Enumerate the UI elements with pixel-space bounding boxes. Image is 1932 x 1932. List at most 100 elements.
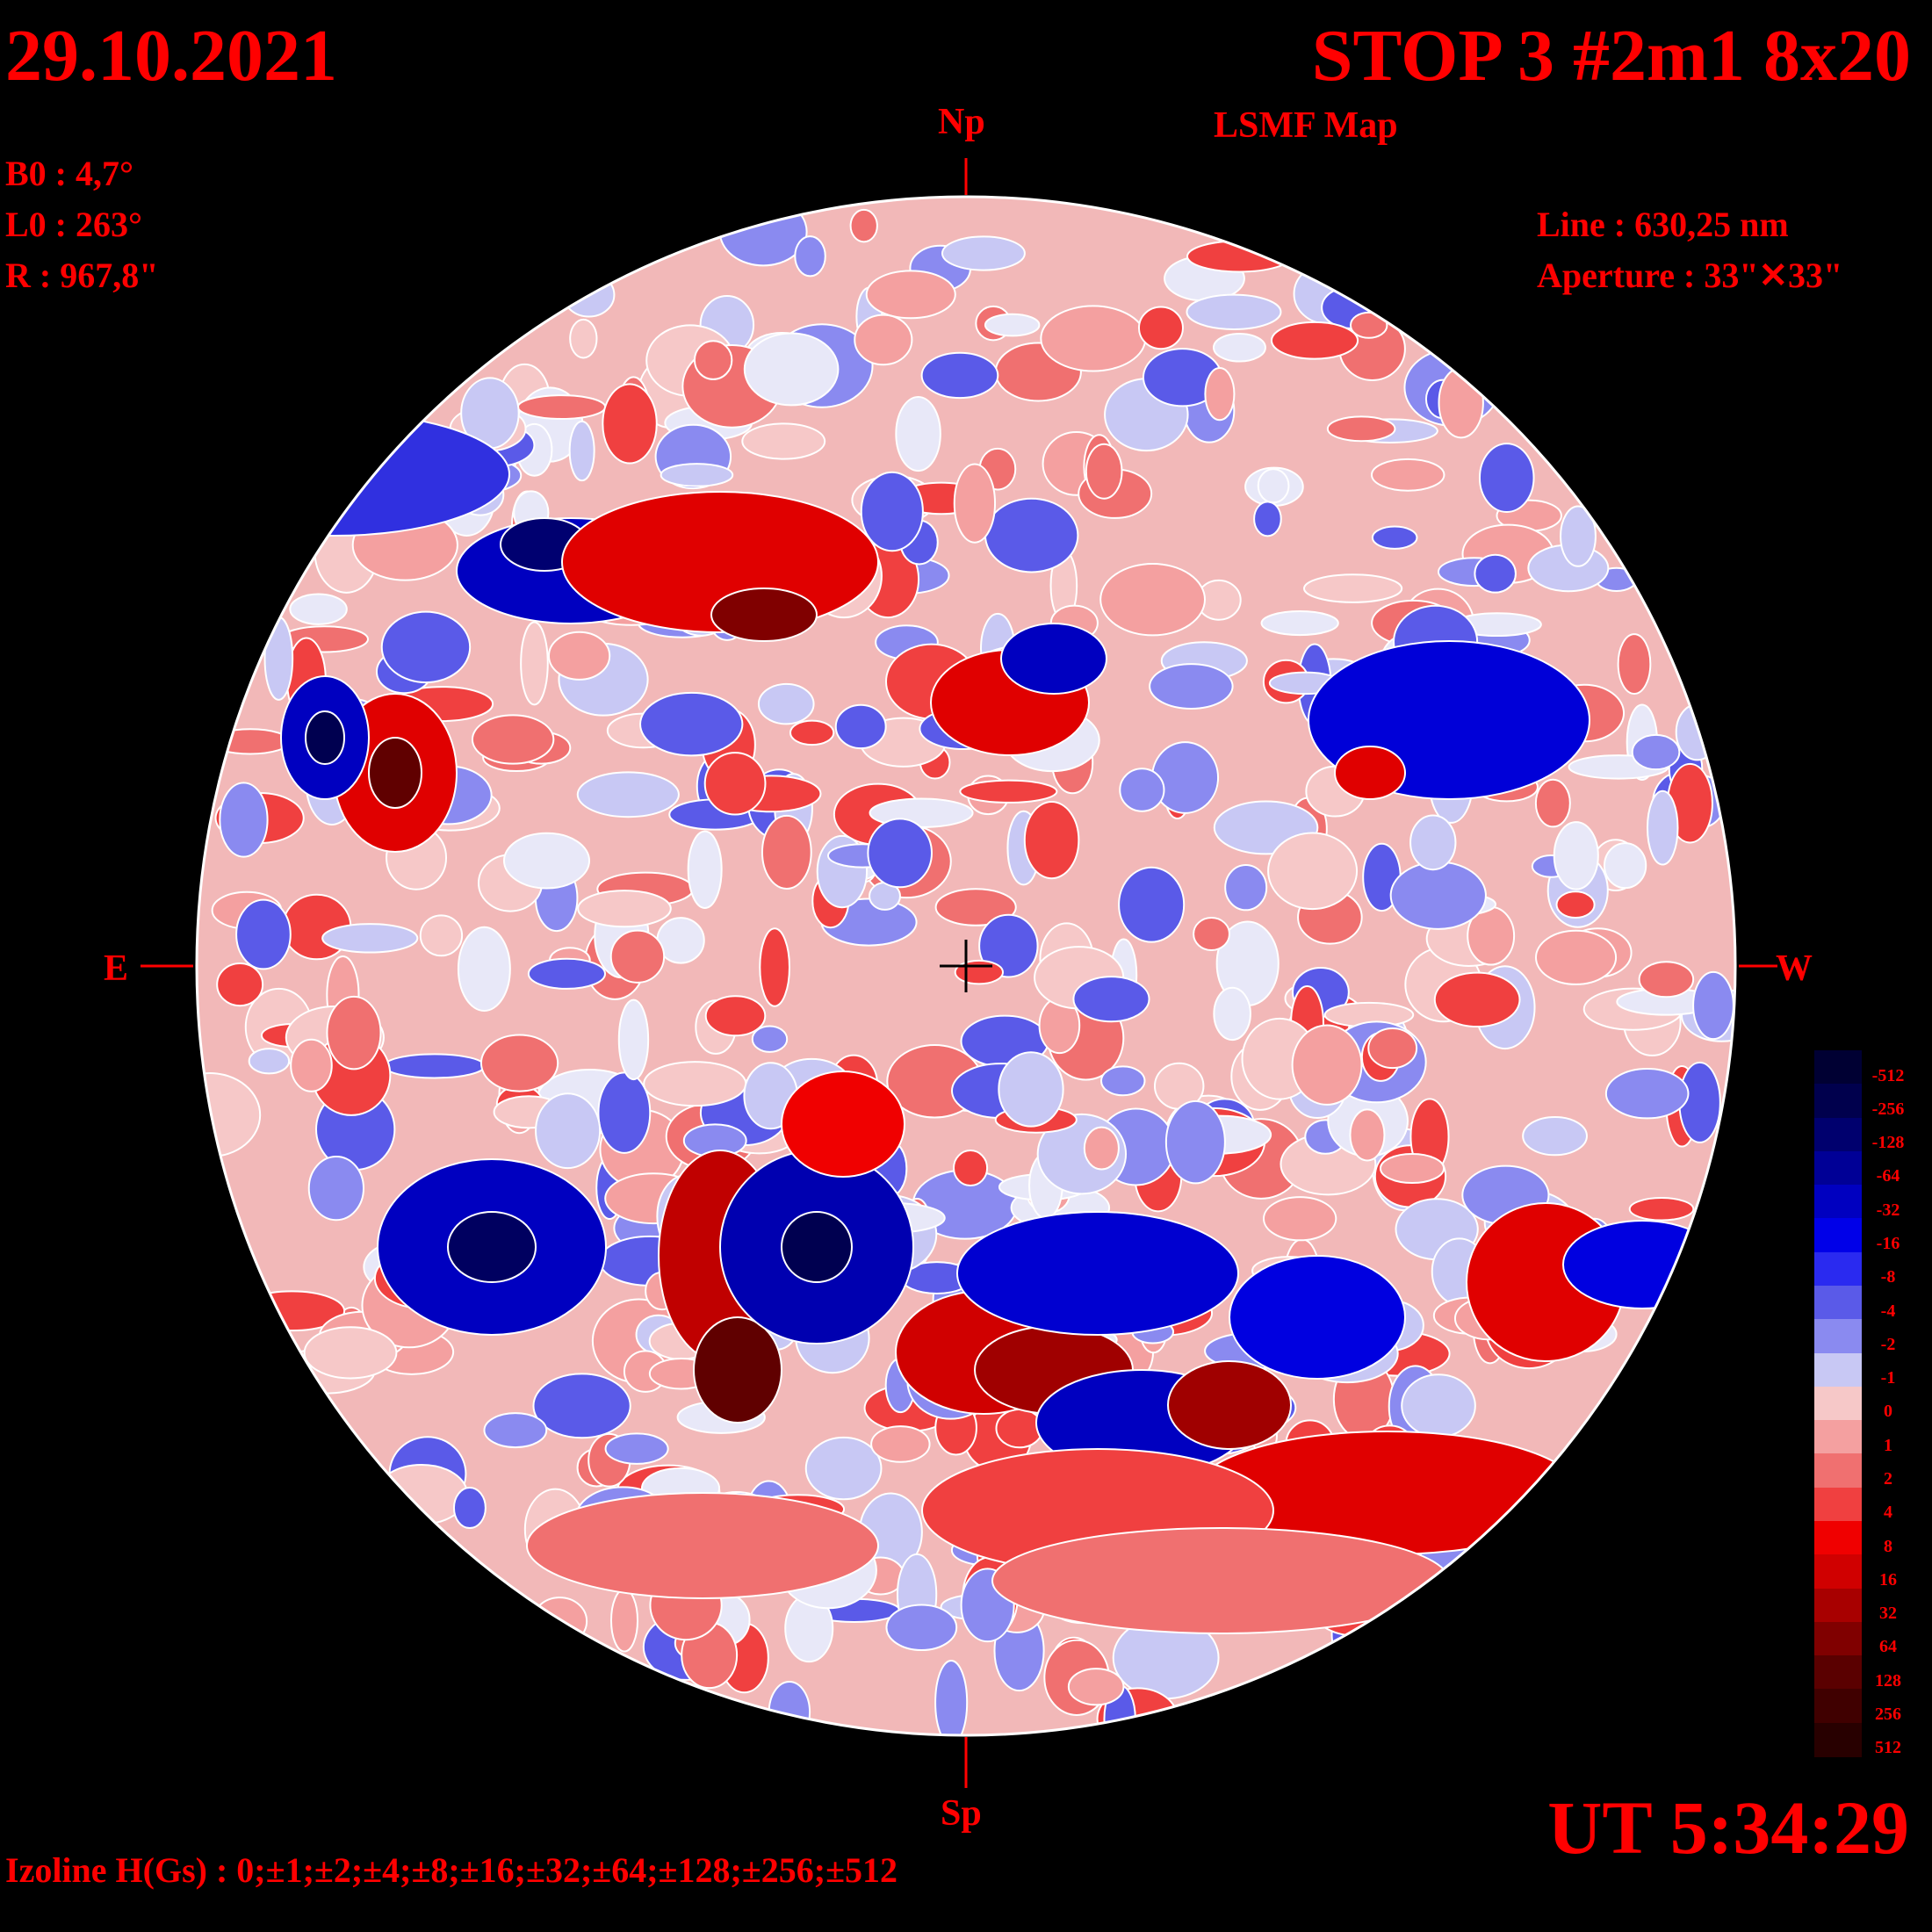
field-blob xyxy=(531,1597,588,1647)
param-radius: R : 967,8" xyxy=(5,256,159,295)
field-blob xyxy=(1257,468,1290,504)
color-scale-label: 0 xyxy=(1884,1402,1892,1422)
color-scale-swatch xyxy=(1814,1621,1862,1657)
field-blob xyxy=(703,752,767,816)
field-blob xyxy=(834,703,887,750)
strong-field-region xyxy=(1334,746,1406,800)
north-pole-label: Np xyxy=(938,102,985,142)
field-blob xyxy=(1119,768,1165,812)
field-blob xyxy=(219,782,269,858)
field-blob xyxy=(741,422,826,460)
field-blob xyxy=(995,1408,1044,1449)
field-blob xyxy=(789,719,835,746)
field-blob xyxy=(1193,917,1230,952)
field-blob xyxy=(1522,1115,1588,1157)
field-blob xyxy=(660,463,734,487)
strong-field-region xyxy=(368,737,422,809)
field-blob xyxy=(1603,842,1647,890)
strong-field-region xyxy=(197,412,510,537)
strong-field-region xyxy=(447,1211,537,1283)
field-blob xyxy=(1326,415,1396,443)
field-blob xyxy=(520,621,549,706)
color-scale-label: 16 xyxy=(1879,1569,1897,1590)
strong-field-region xyxy=(781,1211,853,1283)
field-blob xyxy=(535,1092,602,1170)
field-blob xyxy=(1023,801,1080,880)
east-label: E xyxy=(104,948,129,989)
south-pole-label: Sp xyxy=(941,1793,982,1834)
field-blob xyxy=(263,616,294,701)
strong-field-region xyxy=(1562,1220,1722,1309)
field-blob xyxy=(953,463,997,544)
field-blob xyxy=(568,420,595,482)
field-blob xyxy=(1560,505,1597,567)
field-blob xyxy=(978,913,1039,978)
color-scale-label: 512 xyxy=(1875,1738,1901,1758)
field-blob xyxy=(1349,1108,1386,1162)
field-blob xyxy=(1151,741,1220,814)
field-blob xyxy=(1628,1197,1695,1222)
magnetic-field-pattern xyxy=(197,197,1735,1735)
field-blob xyxy=(860,471,924,552)
west-label: W xyxy=(1776,948,1813,989)
color-scale-swatch xyxy=(1814,1386,1862,1422)
field-blob xyxy=(1072,976,1150,1023)
field-blob xyxy=(452,1486,487,1530)
field-blob xyxy=(1099,562,1206,637)
color-scale-swatch xyxy=(1814,1050,1862,1085)
field-blob xyxy=(290,1038,333,1092)
field-blob xyxy=(1367,1027,1418,1070)
field-blob xyxy=(577,890,672,928)
field-blob xyxy=(1553,821,1599,890)
color-scale xyxy=(1814,1050,1862,1757)
field-blob xyxy=(757,682,815,725)
field-blob xyxy=(643,1061,747,1107)
field-blob xyxy=(471,714,555,765)
field-blob xyxy=(547,631,611,681)
field-blob xyxy=(1303,573,1403,603)
field-blob xyxy=(761,814,812,890)
field-blob xyxy=(984,313,1041,337)
field-blob xyxy=(1379,1152,1445,1184)
field-blob xyxy=(1478,443,1535,513)
field-blob xyxy=(604,1432,669,1465)
field-blob xyxy=(1260,610,1339,637)
field-blob xyxy=(1401,1373,1476,1438)
field-blob xyxy=(609,929,666,984)
field-blob xyxy=(1555,890,1596,919)
field-blob xyxy=(289,593,348,625)
field-blob xyxy=(1149,663,1234,710)
strong-field-region xyxy=(1229,1255,1406,1380)
field-blob xyxy=(794,235,826,278)
field-blob xyxy=(941,235,1026,271)
field-blob xyxy=(984,497,1079,573)
color-scale-swatch xyxy=(1814,1084,1862,1119)
field-blob xyxy=(1638,961,1695,998)
field-blob xyxy=(751,1025,789,1053)
param-aperture: Aperture : 33"✕33" xyxy=(1537,256,1843,295)
field-blob xyxy=(1083,1126,1120,1171)
color-scale-swatch xyxy=(1814,1420,1862,1455)
field-blob xyxy=(1137,306,1184,350)
color-scale-label: 256 xyxy=(1875,1704,1901,1724)
field-blob xyxy=(617,998,650,1081)
color-scale-swatch xyxy=(1814,1286,1862,1321)
field-blob xyxy=(235,898,292,970)
field-blob xyxy=(527,957,607,990)
color-scale-swatch xyxy=(1814,1655,1862,1690)
color-scale-swatch xyxy=(1814,1521,1862,1556)
field-blob xyxy=(532,1373,631,1439)
color-scale-swatch xyxy=(1814,1453,1862,1489)
color-scale-swatch xyxy=(1814,1722,1862,1757)
field-blob xyxy=(209,728,291,755)
strong-field-region xyxy=(956,1211,1239,1336)
field-blob xyxy=(1213,986,1251,1042)
field-blob xyxy=(998,1051,1064,1128)
field-blob xyxy=(1204,367,1236,422)
color-scale-label: -2 xyxy=(1880,1334,1896,1354)
field-blob xyxy=(1646,789,1679,866)
strong-field-region xyxy=(1167,1360,1292,1450)
field-blob xyxy=(479,1034,559,1092)
field-blob xyxy=(602,383,658,465)
color-scale-label: 8 xyxy=(1884,1536,1892,1556)
